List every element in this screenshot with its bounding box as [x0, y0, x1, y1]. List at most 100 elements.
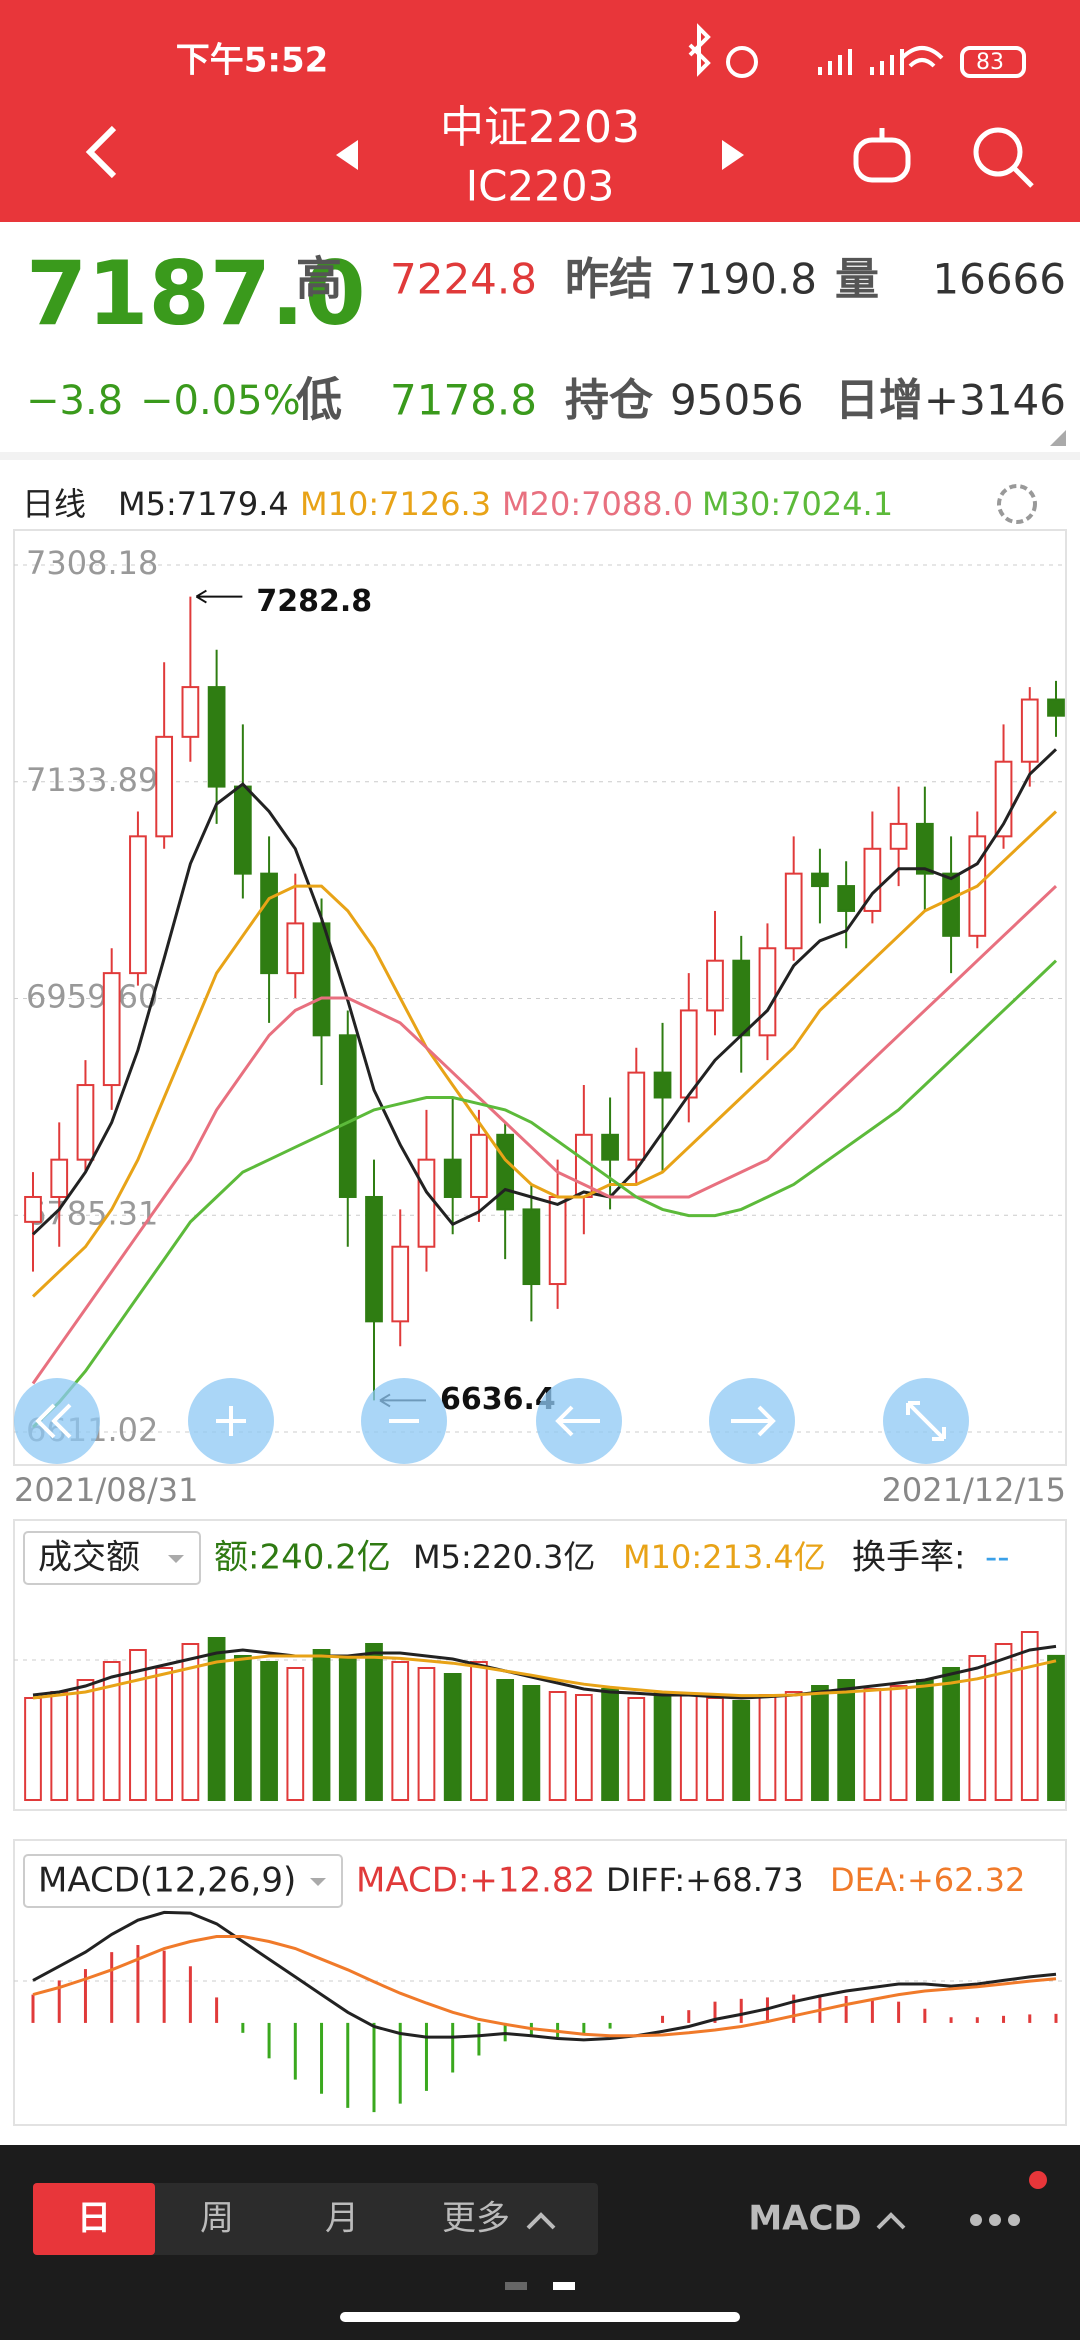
indicator-select[interactable] [23, 1854, 343, 1908]
home-indicator [340, 2312, 740, 2322]
select-caret [310, 1878, 326, 1886]
line-series [31, 959, 1058, 1429]
signal-icon [870, 49, 904, 75]
candle-body [915, 822, 934, 875]
candle-body [417, 1158, 436, 1248]
oi-change-label: 日增 [835, 375, 923, 426]
volume-bar [365, 1643, 383, 1801]
candle-body [129, 835, 147, 975]
indicator-switch[interactable]: MACD [748, 2199, 861, 2239]
volume-bar [811, 1685, 829, 1801]
candle-body [24, 1195, 42, 1223]
y-tick-label: 7308.18 [26, 544, 158, 582]
volume-bar [76, 1679, 95, 1801]
candle-body [811, 872, 829, 888]
bluetooth-icon [688, 23, 711, 77]
volume-bar [1047, 1654, 1065, 1801]
volume-bar [653, 1691, 672, 1801]
candle-body [653, 1071, 672, 1099]
volume-bar [942, 1667, 960, 1801]
candle-body [286, 922, 305, 975]
y-tick-label: 6785.31 [26, 1194, 158, 1232]
volume-bar [1020, 1631, 1039, 1801]
candle-body [706, 959, 724, 1012]
oi-change-value: +3146 [924, 376, 1066, 425]
page-dot [505, 2282, 527, 2290]
indicator-label: MACD(12,26,9) [38, 1861, 296, 1901]
oi-value: 95056 [670, 376, 804, 425]
divider [0, 452, 1080, 460]
volume-bar [181, 1643, 200, 1801]
turnover-label: 换手率: [852, 1538, 965, 1578]
next-contract[interactable] [722, 140, 744, 170]
volume-bar [24, 1697, 42, 1801]
prev-settle-value: 7190.8 [670, 255, 817, 304]
candle-body [50, 1158, 69, 1198]
volume-bar [574, 1694, 593, 1801]
high-annotation: 7282.8 [256, 584, 372, 619]
candle-body [443, 1158, 462, 1198]
volume-bar [548, 1691, 567, 1801]
volume-frame [13, 1519, 1067, 1811]
line-series [32, 1644, 1057, 1700]
volume-bar [758, 1694, 777, 1801]
status-icons [688, 23, 1026, 78]
search-button[interactable] [973, 127, 1034, 188]
volume-bar [706, 1697, 724, 1801]
volume-bar [601, 1688, 619, 1801]
wifi-icon [900, 46, 944, 68]
prev-settle-label: 昨结 [565, 254, 653, 305]
volume-bar [391, 1661, 410, 1801]
dot [989, 2214, 1001, 2226]
volume-bar [732, 1700, 751, 1801]
volume-bar [207, 1637, 226, 1801]
candle-body [758, 947, 777, 1037]
volume-bar [233, 1655, 252, 1801]
candle-body [365, 1195, 383, 1323]
candle-body [496, 1133, 515, 1211]
volume-bar [522, 1685, 541, 1801]
tab[interactable]: 更多 [442, 2199, 510, 2239]
control-icon [906, 1401, 946, 1441]
volume-value: 16666 [932, 255, 1066, 304]
tab[interactable]: 周 [200, 2199, 234, 2239]
control-icon [731, 1405, 776, 1437]
back-button[interactable] [85, 125, 117, 179]
x-tick-label: 2021/08/31 [14, 1471, 198, 1509]
y-tick-label: 6959.60 [26, 978, 158, 1016]
macd-value-label: MACD:+12.82 [356, 1861, 595, 1901]
volume-bar [837, 1679, 856, 1801]
indicator-caret [876, 2212, 906, 2230]
volume-bar [470, 1661, 488, 1801]
price-frame [13, 529, 1067, 1466]
candle-body [76, 1084, 95, 1161]
candle-body [679, 1009, 698, 1099]
candle-body [889, 822, 908, 850]
more-button[interactable] [970, 2214, 1020, 2226]
period-label: 日线 [22, 485, 86, 523]
line-series [31, 748, 1058, 1236]
candle-body [260, 872, 278, 975]
volume-bar [312, 1649, 331, 1801]
contract-title: 中证2203 [440, 102, 640, 153]
dot [970, 2214, 982, 2226]
prev-contract[interactable] [336, 140, 358, 170]
indicator-select[interactable] [23, 1531, 201, 1585]
legend-entry: DIFF:+68.73 [606, 1861, 804, 1899]
line-series [32, 1654, 1057, 1700]
x-tick-label: 2021/12/15 [882, 1471, 1066, 1509]
search-icon [973, 127, 1023, 177]
quote: 7187.0 高 7224.8 昨结 7190.8 量 16666 −3.8 −… [26, 242, 1066, 427]
tab[interactable]: 月 [325, 2199, 359, 2239]
chart-control[interactable] [14, 1378, 100, 1464]
tab[interactable]: 日 [77, 2199, 111, 2239]
volume-bar [338, 1655, 357, 1801]
volume-bar [784, 1691, 803, 1801]
settings-button[interactable] [997, 484, 1037, 524]
volume-bar [994, 1643, 1013, 1801]
alarm-icon [726, 46, 758, 78]
robot-button[interactable] [853, 128, 911, 183]
tab-caret [526, 2212, 556, 2230]
candle-body [181, 686, 200, 738]
